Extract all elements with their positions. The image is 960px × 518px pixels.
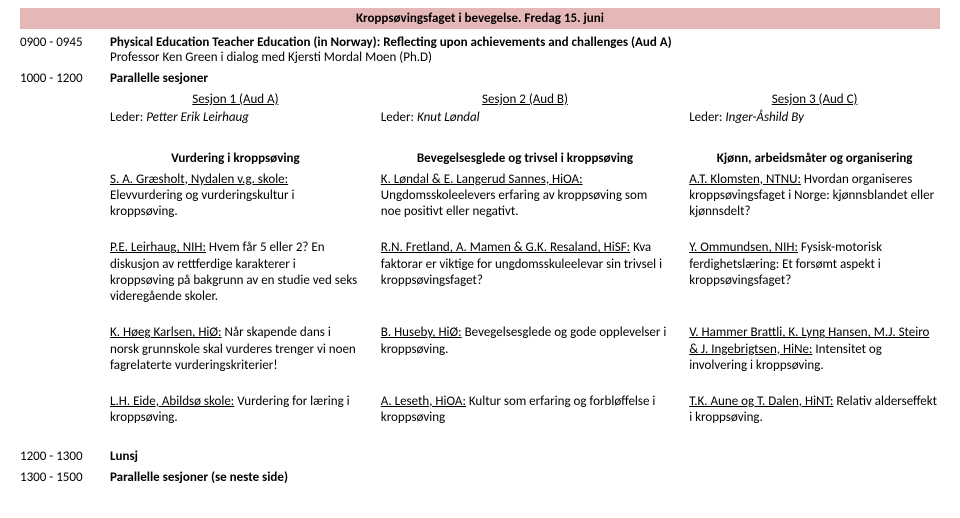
- session-1-header: Sesjon 1 (Aud A) Leder: Petter Erik Leir…: [110, 92, 361, 127]
- session-3-header: Sesjon 3 (Aud C) Leder: Inger-Åshild By: [689, 92, 940, 127]
- talk-author: R.N. Fretland, A. Mamen & G.K. Resaland,…: [381, 240, 630, 255]
- time-1300: 1300 - 1500: [20, 470, 110, 485]
- talk-cell: A.T. Klomsten, NTNU: Hvordan organiseres…: [689, 172, 940, 221]
- session-2-title: Sesjon 2 (Aud B): [381, 92, 669, 108]
- talk-cell: P.E. Leirhaug, NIH: Hvem får 5 eller 2? …: [110, 240, 361, 305]
- talk-title: Elevvurdering og vurderingskultur i krop…: [110, 188, 294, 219]
- talk-cell: S. A. Græsholt, Nydalen v.g. skole: Elev…: [110, 172, 361, 221]
- session-1-title: Sesjon 1 (Aud A): [110, 92, 361, 108]
- talk-cell: K. Løndal & E. Langerud Sannes, HiOA: Un…: [381, 172, 669, 221]
- talk-author: K. Løndal & E. Langerud Sannes, HiOA:: [381, 172, 583, 187]
- talk-cell: V. Hammer Brattli, K. Lyng Hansen, M.J. …: [689, 325, 940, 374]
- slot-1300: 1300 - 1500 Parallelle sesjoner (se nest…: [20, 470, 940, 485]
- theme-3: Kjønn, arbeidsmåter og organisering: [689, 151, 940, 166]
- slot-1200: 1200 - 1300 Lunsj: [20, 449, 940, 464]
- talk-author: A. Leseth, HiOA:: [381, 394, 466, 409]
- talk-author: K. Høeg Karlsen, HiØ:: [110, 325, 222, 340]
- leder-label: Leder:: [110, 110, 146, 125]
- talk-row: L.H. Eide, Abildsø skole: Vurdering for …: [20, 394, 940, 441]
- session-2-header: Sesjon 2 (Aud B) Leder: Knut Løndal: [381, 92, 669, 127]
- time-0900: 0900 - 0945: [20, 35, 110, 65]
- talk-title: Ungdomsskoleelevers erfaring av kroppsøv…: [381, 188, 647, 219]
- talk-author: A.T. Klomsten, NTNU:: [689, 172, 801, 187]
- session-2-leader: Knut Løndal: [417, 110, 480, 125]
- talk-cell: K. Høeg Karlsen, HiØ: Når skapende dans …: [110, 325, 361, 374]
- leder-label: Leder:: [689, 110, 725, 125]
- page-banner: Kroppsøvingsfaget i bevegelse. Fredag 15…: [20, 8, 940, 29]
- slot-0900: 0900 - 0945 Physical Education Teacher E…: [20, 35, 940, 65]
- talk-cell: L.H. Eide, Abildsø skole: Vurdering for …: [110, 394, 361, 427]
- theme-2: Bevegelsesglede og trivsel i kroppsøving: [381, 151, 669, 166]
- sessions-header-row: Sesjon 1 (Aud A) Leder: Petter Erik Leir…: [20, 92, 940, 141]
- talk-cell: B. Huseby, HiØ: Bevegelsesglede og gode …: [381, 325, 669, 374]
- slot-1300-title: Parallelle sesjoner (se neste side): [110, 470, 940, 485]
- leder-label: Leder:: [381, 110, 417, 125]
- time-1000: 1000 - 1200: [20, 71, 110, 86]
- talk-author: B. Huseby, HiØ:: [381, 325, 462, 340]
- talk-author: V. Hammer Brattli, K. Lyng Hansen, M.J. …: [689, 325, 929, 356]
- talk-cell: A. Leseth, HiOA: Kultur som erfaring og …: [381, 394, 669, 427]
- theme-1: Vurdering i kroppsøving: [110, 151, 361, 166]
- time-1200: 1200 - 1300: [20, 449, 110, 464]
- themes-row: Vurdering i kroppsøving Bevegelsesglede …: [20, 151, 940, 166]
- session-1-leader: Petter Erik Leirhaug: [146, 110, 249, 125]
- talk-cell: Y. Ommundsen, NIH: Fysisk-motorisk ferdi…: [689, 240, 940, 305]
- slot-1000-title: Parallelle sesjoner: [110, 71, 940, 86]
- slot-1000: 1000 - 1200 Parallelle sesjoner: [20, 71, 940, 86]
- talk-row: S. A. Græsholt, Nydalen v.g. skole: Elev…: [20, 172, 940, 235]
- talk-author: Y. Ommundsen, NIH:: [689, 240, 798, 255]
- talk-author: S. A. Græsholt, Nydalen v.g. skole:: [110, 172, 288, 187]
- talk-cell: T.K. Aune og T. Dalen, HiNT: Relativ ald…: [689, 394, 940, 427]
- slot-0900-sub: Professor Ken Green i dialog med Kjersti…: [110, 50, 940, 65]
- talk-row: K. Høeg Karlsen, HiØ: Når skapende dans …: [20, 325, 940, 388]
- slot-1200-title: Lunsj: [110, 449, 940, 464]
- talk-author: T.K. Aune og T. Dalen, HiNT:: [689, 394, 833, 409]
- talk-author: L.H. Eide, Abildsø skole:: [110, 394, 234, 409]
- session-3-title: Sesjon 3 (Aud C): [689, 92, 940, 108]
- talk-cell: R.N. Fretland, A. Mamen & G.K. Resaland,…: [381, 240, 669, 305]
- slot-0900-title: Physical Education Teacher Education (in…: [110, 35, 940, 50]
- talk-row: P.E. Leirhaug, NIH: Hvem får 5 eller 2? …: [20, 240, 940, 319]
- session-3-leader: Inger-Åshild By: [725, 110, 804, 125]
- talk-author: P.E. Leirhaug, NIH:: [110, 240, 206, 255]
